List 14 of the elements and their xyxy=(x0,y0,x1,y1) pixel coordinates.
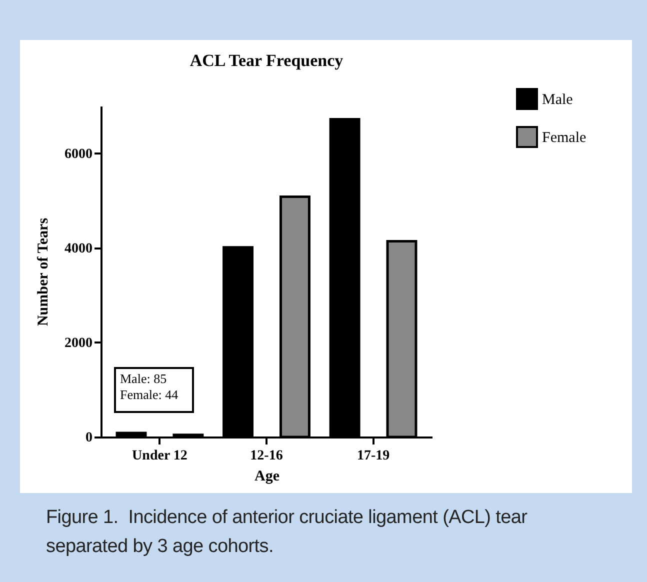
caption: Figure 1. Incidence of anterior cruciate ligament (ACL) tear separated by 3 age cohorts. xyxy=(46,506,528,559)
annotation: Male: 85 Female: 44 xyxy=(120,371,179,402)
legend-label: Female xyxy=(542,130,586,146)
x-tick-label: 17-19 xyxy=(356,448,390,464)
legend-label: Male xyxy=(542,92,574,108)
x-axis-title: Age xyxy=(254,468,280,484)
y-tick-label: 4000 xyxy=(64,241,92,256)
y-tick-label: 6000 xyxy=(64,146,92,162)
x-tick-label: 12-16 xyxy=(250,448,283,464)
y-tick-label: 2000 xyxy=(64,336,92,351)
x-tick-label: Under 12 xyxy=(132,448,188,464)
y-tick-label: 0 xyxy=(86,430,92,446)
chart-title: ACL Tear Frequency xyxy=(190,51,344,70)
y-axis-title: Number of Tears xyxy=(36,218,52,326)
